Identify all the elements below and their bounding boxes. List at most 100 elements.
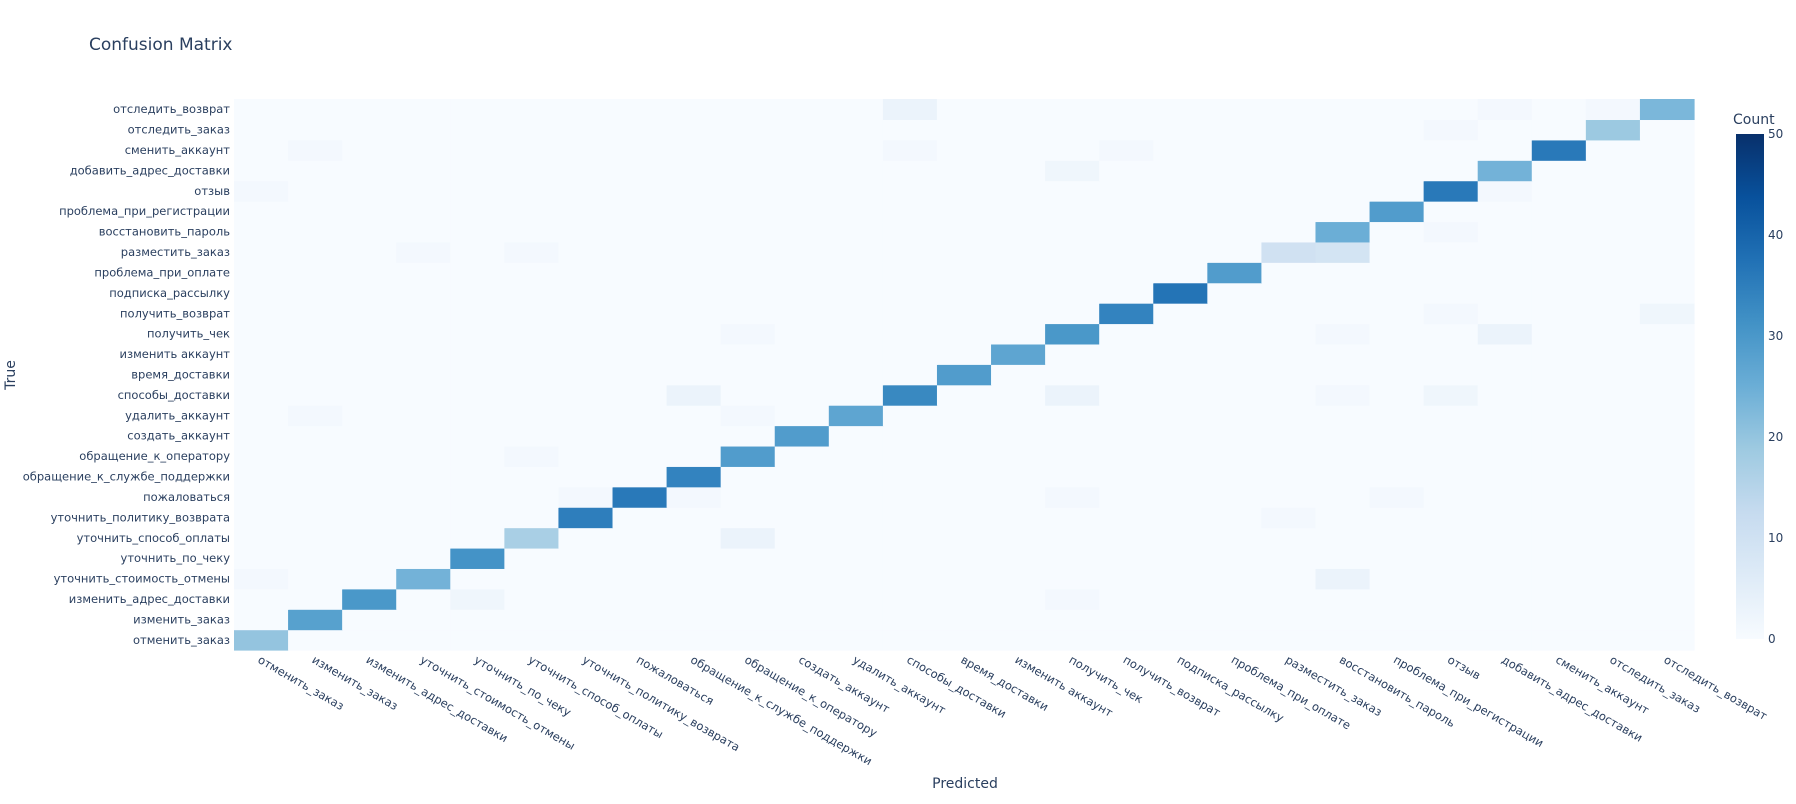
heatmap-cell bbox=[450, 405, 505, 427]
heatmap-cell bbox=[720, 405, 776, 427]
heatmap-cell bbox=[1369, 466, 1425, 488]
heatmap-cell bbox=[828, 609, 884, 631]
heatmap-cell bbox=[828, 547, 884, 569]
heatmap-cell bbox=[828, 303, 884, 325]
y-tick-label: восстановить_пароль bbox=[99, 225, 230, 239]
heatmap-cell bbox=[1315, 629, 1371, 651]
heatmap-cell bbox=[234, 405, 289, 427]
heatmap-cell bbox=[991, 384, 1046, 406]
heatmap-cell bbox=[1315, 99, 1371, 121]
heatmap-cell bbox=[1261, 405, 1317, 427]
heatmap-cell bbox=[1207, 445, 1262, 467]
heatmap-cell bbox=[1099, 486, 1154, 508]
heatmap-cell bbox=[396, 343, 451, 365]
heatmap-cell bbox=[342, 466, 397, 488]
heatmap-cell bbox=[1477, 405, 1533, 427]
heatmap-cell bbox=[558, 99, 614, 121]
heatmap-cell bbox=[288, 445, 343, 467]
heatmap-cell bbox=[1153, 282, 1208, 304]
heatmap-cell bbox=[1639, 364, 1695, 386]
heatmap-cell bbox=[1045, 201, 1100, 223]
heatmap-cell bbox=[234, 629, 289, 651]
heatmap-cell bbox=[1207, 160, 1262, 182]
heatmap-cell bbox=[1477, 139, 1533, 161]
heatmap-cell bbox=[396, 629, 451, 651]
heatmap-cell bbox=[1153, 405, 1208, 427]
heatmap-cell bbox=[1099, 119, 1154, 141]
heatmap-cell bbox=[828, 323, 884, 345]
heatmap-cell bbox=[1315, 343, 1371, 365]
heatmap-cell bbox=[1099, 303, 1154, 325]
heatmap-cell bbox=[1585, 303, 1641, 325]
heatmap-cell bbox=[828, 384, 884, 406]
heatmap-cell bbox=[558, 282, 614, 304]
heatmap-cell bbox=[1045, 568, 1100, 590]
heatmap-cell bbox=[882, 241, 938, 263]
heatmap-cell bbox=[1207, 303, 1262, 325]
heatmap-cell bbox=[1477, 323, 1533, 345]
heatmap-cell bbox=[504, 425, 560, 447]
heatmap-cell bbox=[1423, 486, 1479, 508]
heatmap-cell bbox=[234, 221, 289, 243]
heatmap-cell bbox=[558, 241, 614, 263]
heatmap-cell bbox=[396, 527, 451, 549]
heatmap-cell bbox=[342, 445, 397, 467]
heatmap-cell bbox=[1315, 588, 1371, 610]
heatmap-cell bbox=[1099, 445, 1154, 467]
heatmap-cell bbox=[504, 629, 560, 651]
heatmap-cell bbox=[1099, 466, 1154, 488]
heatmap-cell bbox=[1369, 241, 1425, 263]
heatmap-cell bbox=[666, 425, 722, 447]
heatmap-cell bbox=[1315, 568, 1371, 590]
heatmap-cell bbox=[1315, 139, 1371, 161]
heatmap-cell bbox=[558, 221, 614, 243]
heatmap-cell bbox=[1153, 99, 1208, 121]
heatmap-cell bbox=[828, 445, 884, 467]
heatmap-cell bbox=[612, 547, 668, 569]
heatmap-cell bbox=[450, 180, 505, 202]
y-tick-label: уточнить_способ_оплаты bbox=[77, 531, 230, 545]
y-tick-label: создать_аккаунт bbox=[127, 429, 230, 443]
heatmap-cell bbox=[1639, 160, 1695, 182]
heatmap-cell bbox=[666, 466, 722, 488]
heatmap-cell bbox=[558, 425, 614, 447]
heatmap-cell bbox=[1639, 384, 1695, 406]
heatmap-cell bbox=[1045, 486, 1100, 508]
heatmap-cell bbox=[936, 507, 992, 529]
heatmap-cell bbox=[1585, 201, 1641, 223]
heatmap-cell bbox=[720, 241, 776, 263]
heatmap-cell bbox=[612, 262, 668, 284]
heatmap-cell bbox=[666, 139, 722, 161]
heatmap-cell bbox=[1639, 282, 1695, 304]
heatmap-cell bbox=[1045, 303, 1100, 325]
heatmap-cell bbox=[1369, 445, 1425, 467]
heatmap-cell bbox=[1639, 609, 1695, 631]
heatmap-cell bbox=[991, 160, 1046, 182]
heatmap-cell bbox=[234, 364, 289, 386]
heatmap-cell bbox=[1261, 282, 1317, 304]
heatmap-cell bbox=[504, 323, 560, 345]
heatmap-cell bbox=[1045, 241, 1100, 263]
heatmap-cell bbox=[828, 425, 884, 447]
heatmap-cell bbox=[1585, 139, 1641, 161]
heatmap-cell bbox=[1153, 221, 1208, 243]
heatmap-cell bbox=[1153, 425, 1208, 447]
heatmap-cell bbox=[234, 588, 289, 610]
heatmap-cell bbox=[450, 547, 505, 569]
heatmap-cell bbox=[450, 527, 505, 549]
heatmap-cell bbox=[342, 99, 397, 121]
heatmap-cell bbox=[396, 180, 451, 202]
heatmap-cell bbox=[558, 180, 614, 202]
heatmap-cell bbox=[1099, 629, 1154, 651]
heatmap-cell bbox=[1207, 629, 1262, 651]
heatmap-cell bbox=[1153, 486, 1208, 508]
heatmap-cell bbox=[342, 364, 397, 386]
chart-title: Confusion Matrix bbox=[89, 35, 233, 55]
heatmap-cell bbox=[1207, 221, 1262, 243]
heatmap-cell bbox=[234, 486, 289, 508]
heatmap-cell bbox=[936, 323, 992, 345]
heatmap-cell bbox=[450, 201, 505, 223]
heatmap-cell bbox=[450, 119, 505, 141]
heatmap-cell bbox=[1477, 527, 1533, 549]
heatmap-cell bbox=[1045, 609, 1100, 631]
